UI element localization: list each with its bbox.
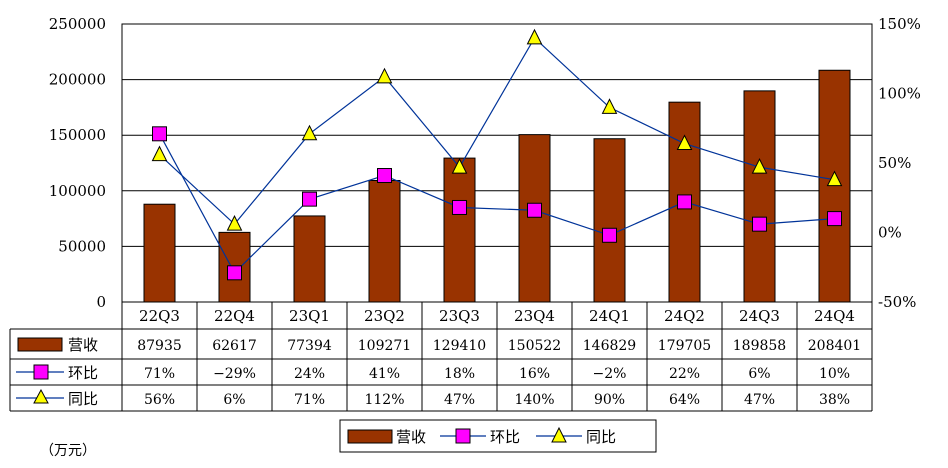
bar-revenue (443, 157, 476, 303)
table-cell: 109271 (358, 338, 411, 354)
table-cell: 56% (144, 392, 175, 408)
marker-yoy (151, 145, 168, 162)
legend-key-mom-marker (455, 428, 471, 444)
bar-revenue (143, 203, 176, 303)
x-tick-label: 22Q3 (139, 307, 180, 325)
marker-mom (302, 191, 317, 207)
table-key-mom-marker (33, 364, 49, 380)
unit-label: （万元） (40, 443, 96, 459)
x-tick-label: 24Q2 (664, 307, 705, 325)
bar-revenue (593, 138, 626, 303)
y-right-tick-label: 150% (878, 15, 921, 33)
marker-mom (677, 194, 692, 210)
y-left-tick-label: 50000 (58, 237, 106, 255)
x-tick-label: 24Q1 (589, 307, 630, 325)
marker-yoy (826, 170, 843, 187)
marker-yoy (676, 134, 693, 151)
y-left-tick-label: 150000 (49, 126, 106, 144)
legend-label: 环比 (490, 428, 520, 446)
table-cell: 112% (364, 392, 404, 408)
x-tick-label: 23Q2 (364, 307, 405, 325)
bar-revenue (368, 179, 401, 303)
table-cell: 150522 (508, 338, 561, 354)
legend-key-revenue (347, 429, 393, 444)
table-key-revenue (17, 337, 63, 352)
table-cell: 62617 (212, 338, 257, 354)
table-cell: 38% (819, 392, 850, 408)
marker-yoy (751, 158, 768, 174)
y-right-tick-label: 0% (878, 224, 902, 242)
y-left-tick-label: 200000 (49, 71, 106, 89)
marker-yoy (451, 158, 468, 174)
table-key-yoy-marker (33, 388, 49, 404)
legend-label: 营收 (396, 428, 426, 446)
table-cell: 41% (369, 366, 400, 382)
table-cell: 87935 (137, 338, 182, 354)
table-cell: 47% (444, 392, 475, 408)
x-tick-label: 24Q4 (814, 307, 855, 325)
table-cell: 90% (594, 392, 625, 408)
y-right-tick-label: -50% (878, 293, 916, 311)
bar-revenue (293, 215, 326, 303)
table-cell: 18% (444, 366, 475, 382)
table-cell: 6% (748, 366, 770, 382)
marker-yoy (376, 67, 393, 84)
marker-mom (452, 199, 467, 215)
marker-mom (527, 202, 542, 218)
bar-revenue (518, 134, 551, 303)
legend-box (339, 419, 657, 453)
table-cell: 77394 (287, 338, 332, 354)
table-cell: 24% (294, 366, 325, 382)
y-right-tick-label: 50% (878, 154, 911, 172)
table-cell: 16% (519, 366, 550, 382)
table-cell: 22% (669, 366, 700, 382)
x-tick-label: 23Q1 (289, 307, 330, 325)
marker-mom (827, 211, 842, 227)
y-left-tick-label: 250000 (49, 15, 106, 33)
legend-key-yoy-marker (551, 426, 567, 443)
marker-mom (377, 168, 392, 184)
table-row-label: 环比 (68, 364, 98, 382)
table-row-label: 营收 (68, 336, 98, 354)
table-cell: 71% (294, 392, 325, 408)
marker-yoy (526, 28, 543, 45)
y-left-tick-label: 0 (96, 293, 106, 311)
table-cell: 146829 (583, 338, 636, 354)
table-cell: 179705 (658, 338, 711, 354)
marker-mom (152, 126, 167, 142)
marker-mom (752, 216, 767, 232)
table-cell: −2% (593, 366, 627, 382)
table-cell: 189858 (733, 338, 786, 354)
bar-revenue (743, 90, 776, 303)
legend-label: 同比 (586, 428, 616, 446)
x-tick-label: 22Q4 (214, 307, 255, 325)
line-yoy (159, 36, 835, 226)
x-tick-label: 23Q3 (439, 307, 480, 325)
marker-yoy (226, 215, 243, 231)
marker-yoy (301, 124, 318, 141)
table-cell: 6% (223, 392, 245, 408)
table-cell: −29% (213, 366, 256, 382)
y-left-tick-label: 100000 (49, 182, 106, 200)
table-cell: 129410 (433, 338, 486, 354)
x-tick-label: 24Q3 (739, 307, 780, 325)
table-cell: 140% (514, 392, 554, 408)
line-mom (158, 133, 835, 274)
table-cell: 64% (669, 392, 700, 408)
y-right-tick-label: 100% (878, 85, 921, 103)
x-tick-label: 23Q4 (514, 307, 555, 325)
marker-mom (227, 265, 242, 281)
table-row-label: 同比 (68, 390, 98, 408)
table-cell: 10% (819, 366, 850, 382)
marker-mom (602, 227, 617, 243)
marker-yoy (601, 98, 618, 114)
table-cell: 208401 (808, 338, 861, 354)
table-cell: 47% (744, 392, 775, 408)
table-cell: 71% (144, 366, 175, 382)
